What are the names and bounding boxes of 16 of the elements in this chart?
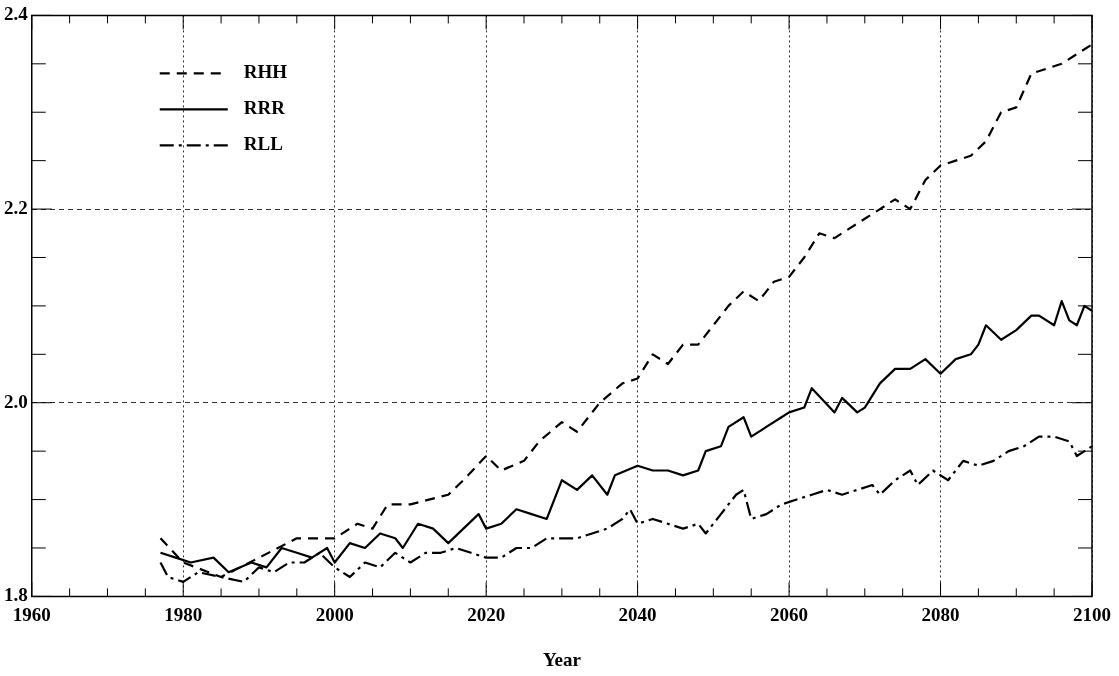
- y-tick-label: 2.2: [4, 196, 28, 218]
- x-tick-label: 2060: [770, 603, 809, 625]
- legend-label: RLL: [243, 133, 283, 155]
- legend-label: RHH: [243, 61, 288, 83]
- x-tick-label: 1980: [164, 603, 203, 625]
- y-tick-label: 2.0: [4, 390, 28, 412]
- x-tick-label: 2080: [921, 603, 960, 625]
- x-axis-title: Year: [542, 648, 582, 670]
- y-tick-label: 2.4: [4, 3, 29, 25]
- x-tick-label: 2040: [618, 603, 657, 625]
- x-tick-label: 2100: [1073, 603, 1111, 625]
- legend-label: RRR: [243, 97, 286, 119]
- x-tick-label: 2000: [315, 603, 354, 625]
- x-tick-label: 1960: [12, 603, 51, 625]
- y-tick-label: 1.8: [4, 584, 28, 606]
- x-tick-label: 2020: [467, 603, 506, 625]
